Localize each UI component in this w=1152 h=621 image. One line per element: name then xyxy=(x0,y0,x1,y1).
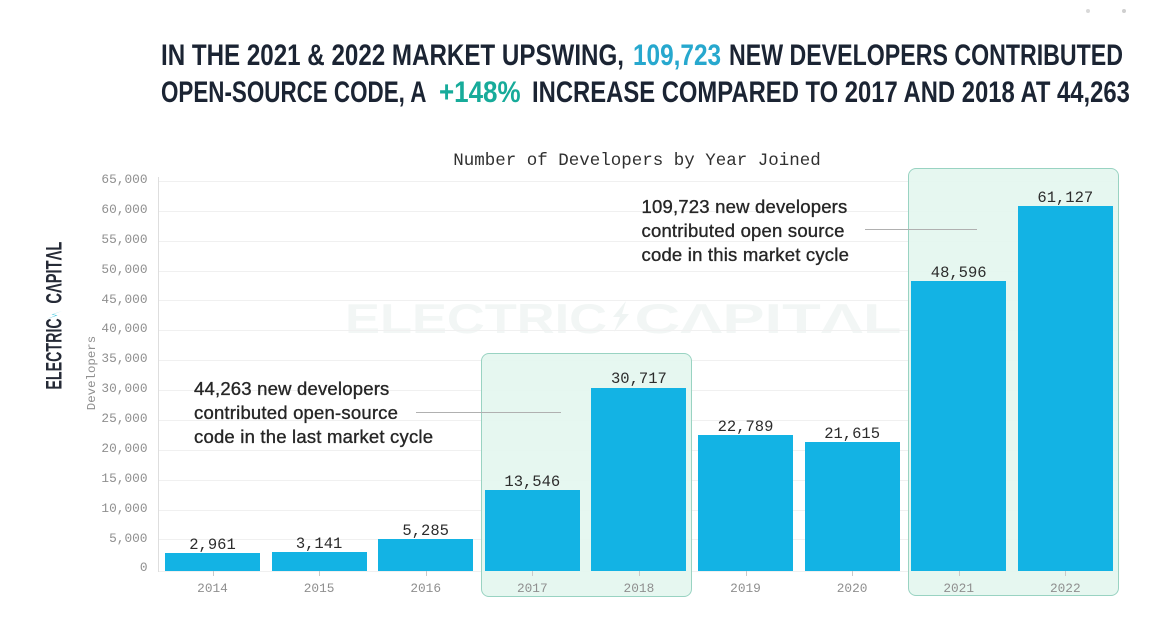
svg-text:CΛPITΛL: CΛPITΛL xyxy=(635,295,902,342)
svg-text:ELECTRIC: ELECTRIC xyxy=(345,295,607,342)
svg-text:ELECTRIC: ELECTRIC xyxy=(42,318,67,389)
svg-text:CΛPITΛL: CΛPITΛL xyxy=(42,242,67,304)
